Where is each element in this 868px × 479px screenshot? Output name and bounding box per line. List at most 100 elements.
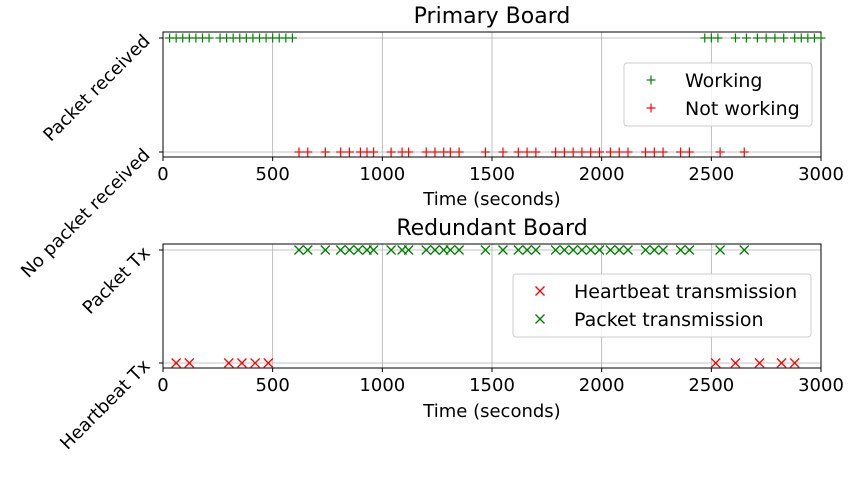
data-point-marker-0	[294, 245, 304, 255]
data-point-marker-21	[550, 245, 561, 255]
data-point-marker-30	[640, 245, 651, 255]
data-point-marker-0	[171, 358, 182, 368]
data-point-marker-23	[568, 245, 579, 255]
panel-1: 0 500 1000 1500 2000 2500 3000 Heartbeat Tx Pack…	[56, 216, 844, 454]
data-point-marker-27	[779, 33, 789, 43]
x-tick-label: 2000	[579, 164, 625, 185]
data-point-marker-6	[204, 33, 214, 43]
chart-title: Primary Board	[414, 4, 571, 29]
data-point-marker-15	[454, 245, 465, 255]
data-point-marker-25	[585, 245, 596, 255]
legend-label: Heartbeat transmission	[574, 281, 797, 303]
data-point-marker-19	[522, 147, 532, 157]
data-point-marker-22	[730, 33, 740, 43]
series-0	[171, 358, 800, 368]
x-tick-label: 0	[157, 164, 168, 185]
data-point-marker-34	[684, 245, 695, 255]
data-point-marker-4	[344, 245, 355, 255]
data-point-marker-8	[386, 147, 396, 157]
data-point-marker-5	[263, 358, 274, 368]
data-point-marker-29	[623, 245, 633, 255]
data-point-marker-27	[605, 245, 616, 255]
data-point-marker-27	[605, 147, 615, 157]
data-point-marker-1	[184, 358, 195, 368]
data-point-marker-15	[454, 147, 464, 157]
data-point-marker-11	[421, 147, 431, 157]
series-1	[294, 245, 750, 255]
data-point-marker-12	[430, 147, 440, 157]
data-point-marker-31	[649, 147, 659, 157]
data-point-marker-7	[369, 147, 379, 157]
data-point-marker-2	[320, 245, 331, 255]
x-tick-label: 2500	[688, 164, 734, 185]
legend: Heartbeat transmission Packet transmissio…	[512, 273, 812, 338]
data-point-marker-2	[320, 147, 330, 157]
data-point-marker-28	[614, 245, 625, 255]
data-point-marker-7	[730, 358, 741, 368]
data-point-marker-24	[752, 33, 762, 43]
data-point-marker-25	[761, 33, 771, 43]
data-point-marker-18	[513, 245, 524, 255]
data-point-marker-0	[294, 147, 304, 157]
data-point-marker-36	[739, 147, 749, 157]
legend-marker-marker-0	[535, 286, 545, 296]
x-tick-label: 2500	[688, 375, 734, 396]
legend-marker-marker-1	[646, 103, 656, 113]
data-point-marker-32	[816, 33, 826, 43]
data-point-marker-32	[658, 147, 668, 157]
x-tick-label: 1000	[359, 164, 405, 185]
data-point-marker-11	[421, 245, 432, 255]
data-point-marker-3	[335, 245, 346, 255]
data-point-marker-4	[344, 147, 354, 157]
series-0	[165, 33, 826, 43]
data-point-marker-35	[715, 245, 726, 255]
data-point-marker-31	[649, 245, 660, 255]
data-point-marker-1	[302, 245, 313, 255]
data-point-marker-33	[675, 245, 686, 255]
data-point-marker-25	[586, 147, 596, 157]
data-point-marker-20	[531, 147, 541, 157]
data-point-marker-34	[684, 147, 694, 157]
x-tick-label: 2000	[579, 375, 625, 396]
x-tick-label: 1000	[359, 375, 405, 396]
x-tick-label: 3000	[798, 164, 844, 185]
data-point-marker-14	[445, 147, 455, 157]
data-point-marker-24	[576, 245, 587, 255]
x-tick-label: 1500	[469, 375, 515, 396]
legend-marker-marker-0	[646, 75, 656, 85]
data-point-marker-9	[776, 358, 787, 368]
legend-label: Working	[685, 70, 763, 92]
data-point-marker-23	[568, 147, 578, 157]
data-point-marker-4	[250, 358, 261, 368]
legend-frame	[623, 62, 813, 127]
data-point-marker-22	[559, 245, 570, 255]
data-point-marker-30	[641, 147, 651, 157]
data-point-marker-16	[480, 245, 491, 255]
data-point-marker-3	[237, 358, 247, 368]
data-point-marker-26	[594, 245, 605, 255]
data-point-marker-18	[513, 147, 523, 157]
data-point-marker-10	[789, 358, 800, 368]
data-point-marker-18	[287, 33, 297, 43]
legend-marker-marker-1	[535, 314, 545, 324]
data-point-marker-35	[715, 147, 725, 157]
data-point-marker-16	[480, 147, 490, 157]
x-tick-label: 1500	[469, 164, 515, 185]
chart-title: Redundant Board	[396, 216, 587, 241]
data-point-marker-26	[594, 147, 604, 157]
data-point-marker-7	[368, 245, 379, 255]
series-1	[294, 147, 749, 157]
legend: Working Not working	[623, 62, 813, 127]
x-tick-label: 500	[255, 375, 289, 396]
data-point-marker-33	[676, 147, 686, 157]
y-tick-label: Packet received	[39, 31, 154, 146]
data-point-marker-19	[522, 245, 533, 255]
data-point-marker-17	[498, 147, 508, 157]
x-axis-label: Time (seconds)	[422, 401, 560, 422]
legend-label: Not working	[685, 98, 800, 120]
data-point-marker-12	[430, 245, 440, 255]
data-point-marker-22	[559, 147, 569, 157]
data-point-marker-36	[739, 245, 750, 255]
data-point-marker-29	[623, 147, 633, 157]
